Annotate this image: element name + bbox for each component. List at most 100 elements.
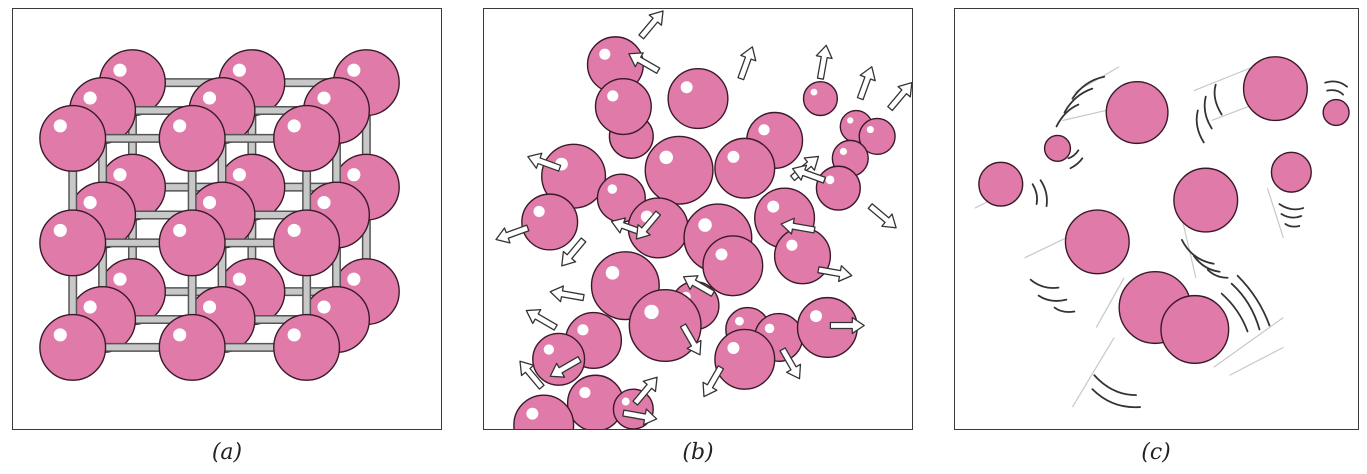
motion-arc [1192,254,1221,273]
sphere-highlight [764,323,775,334]
sphere-highlight [644,304,659,320]
sphere-body [815,165,861,211]
sphere-highlight [287,119,301,133]
sphere-highlight [232,63,246,77]
motion-arc [1091,388,1141,409]
sphere-highlight [113,63,127,77]
sphere [39,313,107,381]
motion-arrow [519,360,545,390]
sphere-highlight [53,119,67,133]
sphere [532,332,586,386]
motion-arrow [628,52,661,74]
sphere [815,165,861,211]
gas-molecule [1322,98,1350,127]
motion-arrow [527,152,562,172]
sphere [158,209,226,277]
sphere-highlight [83,300,97,314]
sphere [541,143,607,209]
sphere-body [158,104,226,172]
gas-molecule [1173,167,1239,233]
sphere-highlight [232,168,246,182]
motion-arc [1067,149,1080,160]
molecule-body [1173,167,1239,233]
motion-arrow [638,10,664,40]
caption-c: (c) [1141,440,1171,465]
gas-molecule [978,161,1024,207]
sphere [39,209,107,277]
molecule-body [978,161,1024,207]
sphere-highlight [866,126,874,134]
sphere-body [158,313,226,381]
sphere [594,77,652,136]
sphere-body [702,235,764,297]
solid-lattice-diagram [39,49,400,381]
sphere-body [39,313,107,381]
motion-arc [1326,89,1344,96]
sphere-highlight [847,117,854,124]
molecule-body [1270,151,1312,193]
sphere-highlight [347,168,361,182]
sphere-highlight [680,81,693,94]
sphere [644,135,714,205]
motion-arc [1037,294,1068,302]
sphere-body [273,313,341,381]
sphere-body [39,209,107,277]
sphere-highlight [83,91,97,105]
sphere-highlight [607,184,618,194]
sphere-highlight [767,200,780,213]
sphere-highlight [727,150,740,163]
motion-arc [1069,157,1084,170]
molecule-body [1105,80,1169,145]
sphere [773,227,832,285]
sphere-body [644,135,714,205]
sphere-highlight [113,168,127,182]
sphere-highlight [53,328,67,342]
motion-arrow [817,265,853,283]
sphere [714,137,776,199]
sphere [273,104,341,172]
sphere-highlight [825,175,835,185]
gas-molecule [1160,294,1230,364]
motion-arc [1213,83,1223,116]
motion-arrow [702,365,725,398]
sphere-body [158,209,226,277]
sphere-highlight [53,223,67,237]
caption-b: (b) [682,440,714,465]
molecule-body [1322,98,1350,127]
motion-arrow [815,44,833,80]
motion-arrow [829,316,865,335]
sphere-highlight [173,223,187,237]
sphere-highlight [543,344,555,355]
sphere-body [273,104,341,172]
sphere-highlight [287,223,301,237]
sphere-highlight [347,63,361,77]
liquid-panel [483,8,913,430]
motion-arrow [856,66,876,101]
sphere [702,235,764,297]
sphere-body [802,80,839,117]
motion-arc [1029,278,1060,289]
sphere [273,209,341,277]
sphere-highlight [173,119,187,133]
sphere-highlight [202,195,217,210]
sphere [39,104,107,172]
sphere-body [594,77,652,136]
sphere-highlight [698,218,712,232]
motion-arc [1039,179,1048,207]
sphere-highlight [83,195,97,210]
motion-arc [1093,374,1137,397]
gas-molecule [1242,56,1308,122]
sphere-highlight [287,328,301,342]
sphere [667,68,729,130]
motion-arc [1055,103,1080,128]
motion-arrow [791,164,827,184]
solid-lattice-panel [12,8,442,430]
motion-arc [1324,80,1348,88]
motion-line [1193,66,1254,92]
sphere [521,193,579,251]
gas-diagram [974,56,1350,409]
sphere [513,394,575,429]
sphere-highlight [317,91,331,105]
motion-arc [1071,75,1106,100]
molecule-body [1064,209,1130,275]
